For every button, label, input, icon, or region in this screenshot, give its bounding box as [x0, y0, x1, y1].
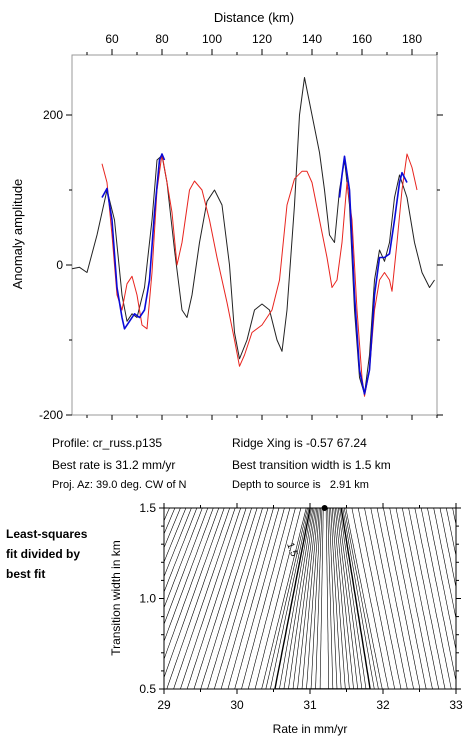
- width-tick-label: 1.5: [139, 501, 156, 515]
- amplitude-tick-label: 0: [56, 258, 63, 272]
- rate-tick-label: 29: [157, 698, 171, 712]
- amplitude-tick-label: -200: [39, 408, 63, 422]
- depth-to-source: Depth to source is 2.91 km: [232, 479, 369, 491]
- contour-line: [288, 508, 359, 689]
- side-caption-line: fit divided by: [6, 547, 81, 561]
- distance-tick-label: 160: [352, 32, 372, 46]
- contour-line: [164, 508, 456, 689]
- distance-axis-label: Distance (km): [214, 10, 294, 25]
- contour-line: [173, 508, 456, 689]
- contour-line: [261, 508, 383, 689]
- distance-tick-label: 180: [402, 32, 422, 46]
- contour-line: [186, 508, 452, 689]
- profile-name: Profile: cr_russ.p135: [52, 436, 163, 450]
- distance-tick-label: 140: [302, 32, 322, 46]
- width-tick-label: 1.0: [139, 592, 156, 606]
- width-tick-label: 0.5: [139, 682, 156, 696]
- best-rate: Best rate is 31.2 mm/yr: [52, 458, 176, 472]
- contour-line: [310, 508, 338, 689]
- contour-line: [227, 508, 414, 689]
- model-anomaly-line: [101, 153, 418, 397]
- contour-line: [180, 508, 456, 689]
- contour-line: [164, 508, 456, 689]
- rate-tick-label: 31: [303, 698, 317, 712]
- contour-line: [220, 508, 421, 689]
- amplitude-axis-label: Anomaly amplitude: [10, 179, 25, 290]
- projection-azimuth: Proj. Az: 39.0 deg. CW of N: [52, 479, 187, 491]
- rate-axis-label: Rate in mm/yr: [273, 722, 348, 736]
- contour-line: [164, 688, 456, 689]
- side-caption-line: Least-squares: [6, 527, 88, 541]
- anomaly-chart: 60 80 100 120 140 160 180 200 0 -200 Distance (k…: [10, 10, 443, 422]
- contour-line: [164, 508, 456, 689]
- contour-line: [279, 508, 367, 689]
- contour-line: [207, 508, 433, 689]
- contour-line: [164, 508, 456, 689]
- amplitude-tick-label: 200: [43, 108, 63, 122]
- fit-window-anomaly-line: [101, 153, 408, 395]
- ridge-crossing: Ridge Xing is -0.57 67.24: [232, 436, 367, 450]
- anomaly-plot-frame: [71, 54, 438, 416]
- contour-line: [265, 508, 379, 689]
- contour-line: [164, 688, 456, 689]
- rate-tick-label: 32: [376, 698, 390, 712]
- distance-tick-label: 100: [202, 32, 222, 46]
- contour-line: [164, 508, 456, 689]
- contour-line: [292, 508, 354, 689]
- width-axis-ticks: 0.5 1.0 1.5: [139, 501, 461, 696]
- distance-tick-label: 60: [105, 32, 119, 46]
- width-axis-label: Transition width in km: [109, 540, 123, 656]
- contour-line: [164, 508, 456, 689]
- observed-anomaly-line: [71, 77, 435, 395]
- contour-line: [247, 508, 396, 689]
- contour-line: [254, 508, 389, 689]
- contour-value-label: 1.5: [284, 541, 299, 558]
- contour-line: [164, 508, 456, 689]
- contour-line: [319, 508, 329, 689]
- contour-line: [315, 508, 334, 689]
- contour-line: [297, 508, 350, 689]
- best-transition-width: Best transition width is 1.5 km: [232, 458, 391, 472]
- misfit-contour-chart: 29 30 31 32 33 0.5 1.0 1.5 1.5 Rate in mm/yr T…: [109, 501, 463, 736]
- distance-axis-ticks: 60 80 100 120 140 160 180: [86, 32, 438, 420]
- distance-tick-label: 120: [252, 32, 272, 46]
- distance-tick-label: 80: [155, 32, 169, 46]
- contour-line: [301, 508, 346, 689]
- misfit-contour-lines: [164, 508, 456, 689]
- side-caption: Least-squares fit divided by best fit: [6, 524, 106, 584]
- rate-axis-ticks: 29 30 31 32 33: [157, 503, 463, 712]
- contour-line: [270, 508, 375, 689]
- side-caption-line: best fit: [6, 567, 46, 581]
- contour-line: [166, 508, 456, 689]
- contour-line: [200, 508, 440, 689]
- amplitude-axis-ticks: 200 0 -200: [39, 108, 443, 422]
- contour-line: [274, 508, 371, 689]
- contour-line: [193, 508, 446, 689]
- contour-line: [213, 508, 427, 689]
- rate-tick-label: 33: [449, 698, 463, 712]
- anomaly-series-group: [71, 77, 435, 397]
- contour-line: [241, 508, 402, 689]
- rate-tick-label: 30: [230, 698, 244, 712]
- contour-line: [234, 508, 408, 689]
- best-fit-point: [321, 505, 328, 511]
- contour-line: [283, 508, 363, 689]
- contour-line: [306, 508, 342, 689]
